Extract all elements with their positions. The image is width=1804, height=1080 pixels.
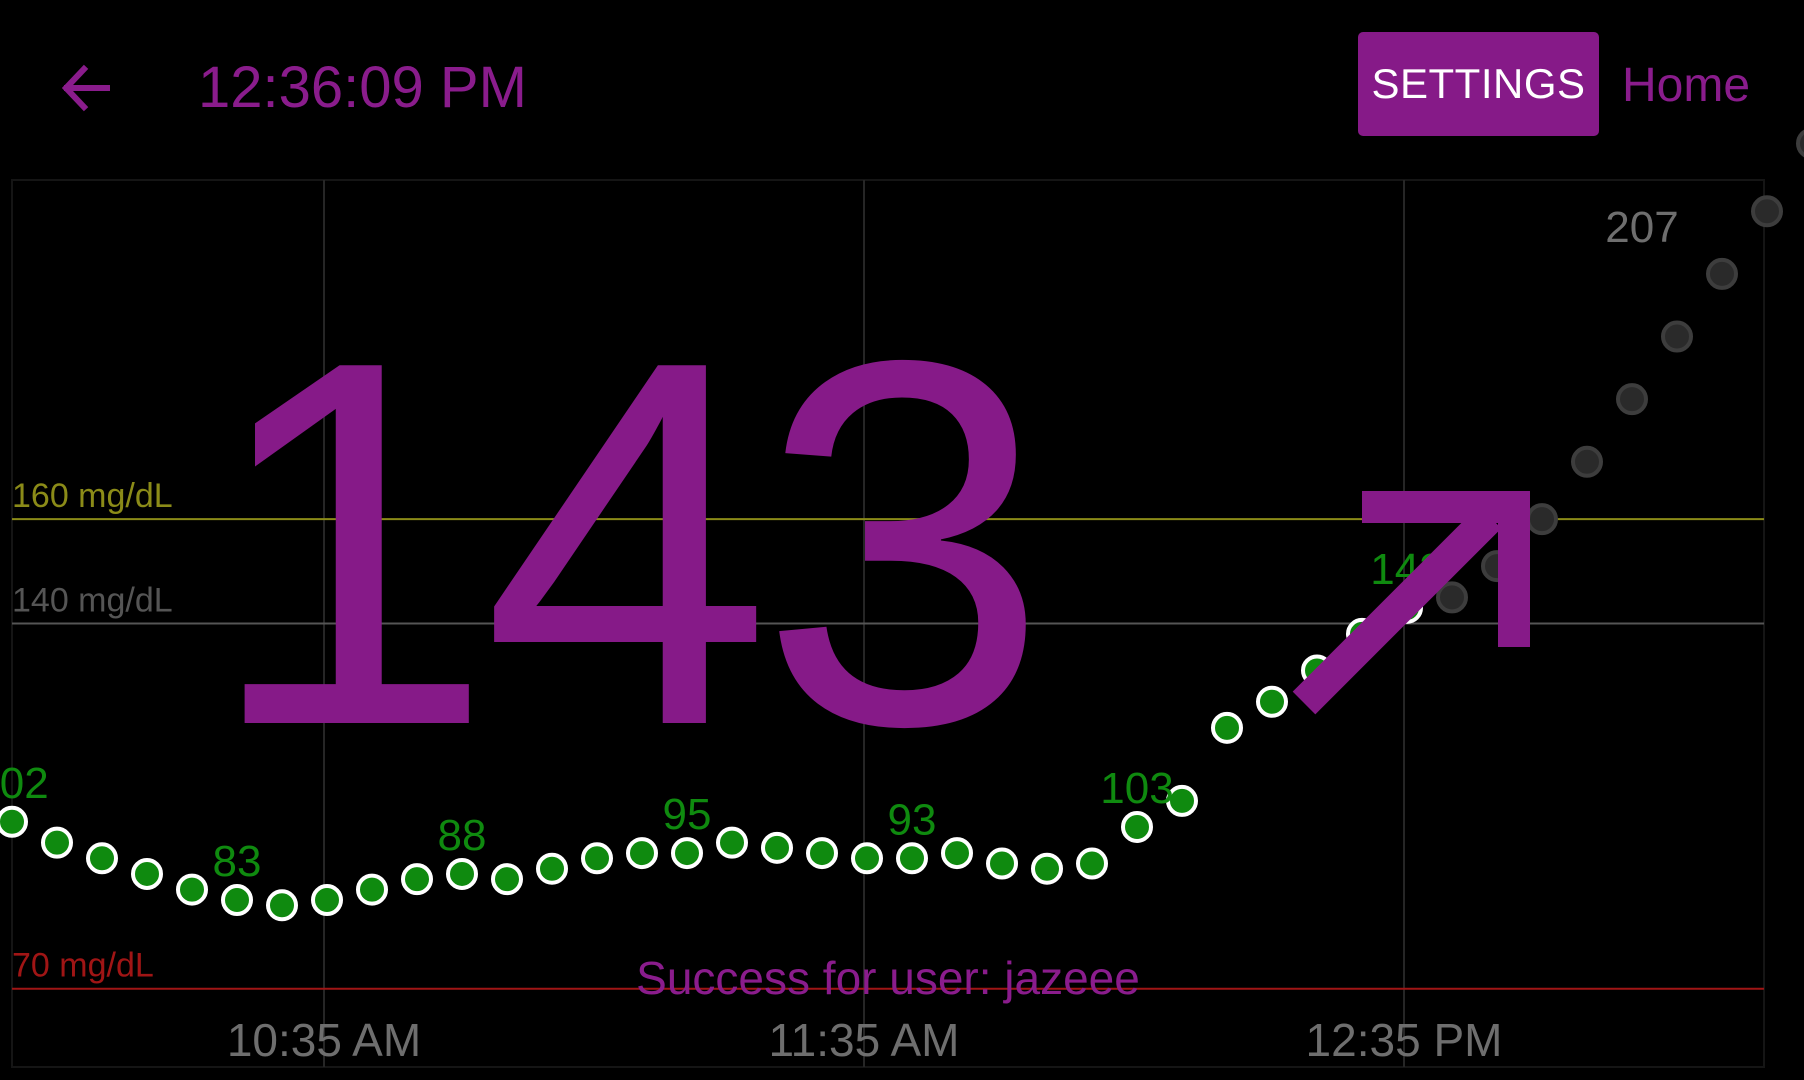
arrow-up-right-icon (1292, 491, 1530, 715)
reading-dot (581, 842, 613, 875)
reading-dot (626, 837, 658, 870)
x-tick-label: 10:35 AM (227, 1014, 421, 1066)
reading-dot (0, 805, 28, 838)
reading-dot (356, 873, 388, 906)
reading-dot (311, 884, 343, 917)
reading-dot (671, 837, 703, 870)
reading-dot (536, 852, 568, 885)
reading-dot (1076, 847, 1108, 880)
reading-dot (986, 847, 1018, 880)
reference-line-label: 70 mg/dL (12, 947, 154, 985)
reading-label: 83 (213, 837, 262, 886)
prediction-dot (1616, 383, 1648, 416)
current-time: 12:36:09 PM (198, 55, 527, 120)
prediction-dot (1796, 129, 1804, 158)
current-reading: 143 (205, 253, 1049, 834)
prediction-label: 207 (1605, 203, 1678, 252)
reading-dot (1121, 810, 1153, 843)
reading-dot (446, 857, 478, 890)
prediction-dot (1436, 581, 1468, 614)
x-tick-label: 12:35 PM (1306, 1014, 1503, 1066)
settings-button[interactable]: SETTINGS (1358, 32, 1599, 136)
status-message: Success for user: jazeee (636, 952, 1140, 1004)
reading-dot (1031, 852, 1063, 885)
prediction-dot (1661, 320, 1693, 353)
reading-dot (761, 831, 793, 864)
app-bar: 12:36:09 PM SETTINGS Home (0, 0, 1804, 175)
reading-dot (131, 857, 163, 890)
reading-dot (176, 873, 208, 906)
reading-dot (221, 884, 253, 917)
reading-label: 88 (438, 811, 487, 860)
reading-dot (806, 837, 838, 870)
back-button[interactable] (48, 50, 124, 126)
arrow-left-icon (61, 64, 110, 112)
reading-dot (491, 863, 523, 896)
reading-dot (851, 842, 883, 875)
reading-dot (1166, 784, 1198, 817)
reading-label: 93 (888, 795, 937, 844)
reference-lines: 160 mg/dL 140 mg/dL 70 mg/dL (12, 477, 1764, 990)
reading-label: 95 (663, 790, 712, 839)
reading-dot (1256, 685, 1288, 718)
data-labels: 102 83 88 95 93 103 143 207 (0, 203, 1679, 886)
prediction-dot (1706, 257, 1738, 290)
x-axis-ticks: 10:35 AM 11:35 AM 12:35 PM (227, 1014, 1503, 1066)
reading-dot (41, 826, 73, 859)
prediction-dot (1751, 195, 1783, 228)
reading-label: 102 (0, 759, 49, 808)
x-tick-label: 11:35 AM (769, 1014, 960, 1066)
reading-dot (401, 863, 433, 896)
reading-dot (896, 842, 928, 875)
reading-dot (716, 826, 748, 859)
reading-dot (86, 842, 118, 875)
prediction-dot (1571, 445, 1603, 478)
reference-line-label: 160 mg/dL (12, 477, 173, 515)
reading-label: 103 (1100, 764, 1173, 813)
prediction-dots (1436, 129, 1804, 614)
reading-dot (941, 837, 973, 870)
home-link[interactable]: Home (1622, 59, 1751, 112)
prediction-dot (1526, 503, 1558, 536)
reading-dot (266, 889, 298, 922)
reference-line-label: 140 mg/dL (12, 582, 173, 620)
reading-dots (0, 591, 1423, 922)
reading-dot (1211, 711, 1243, 744)
